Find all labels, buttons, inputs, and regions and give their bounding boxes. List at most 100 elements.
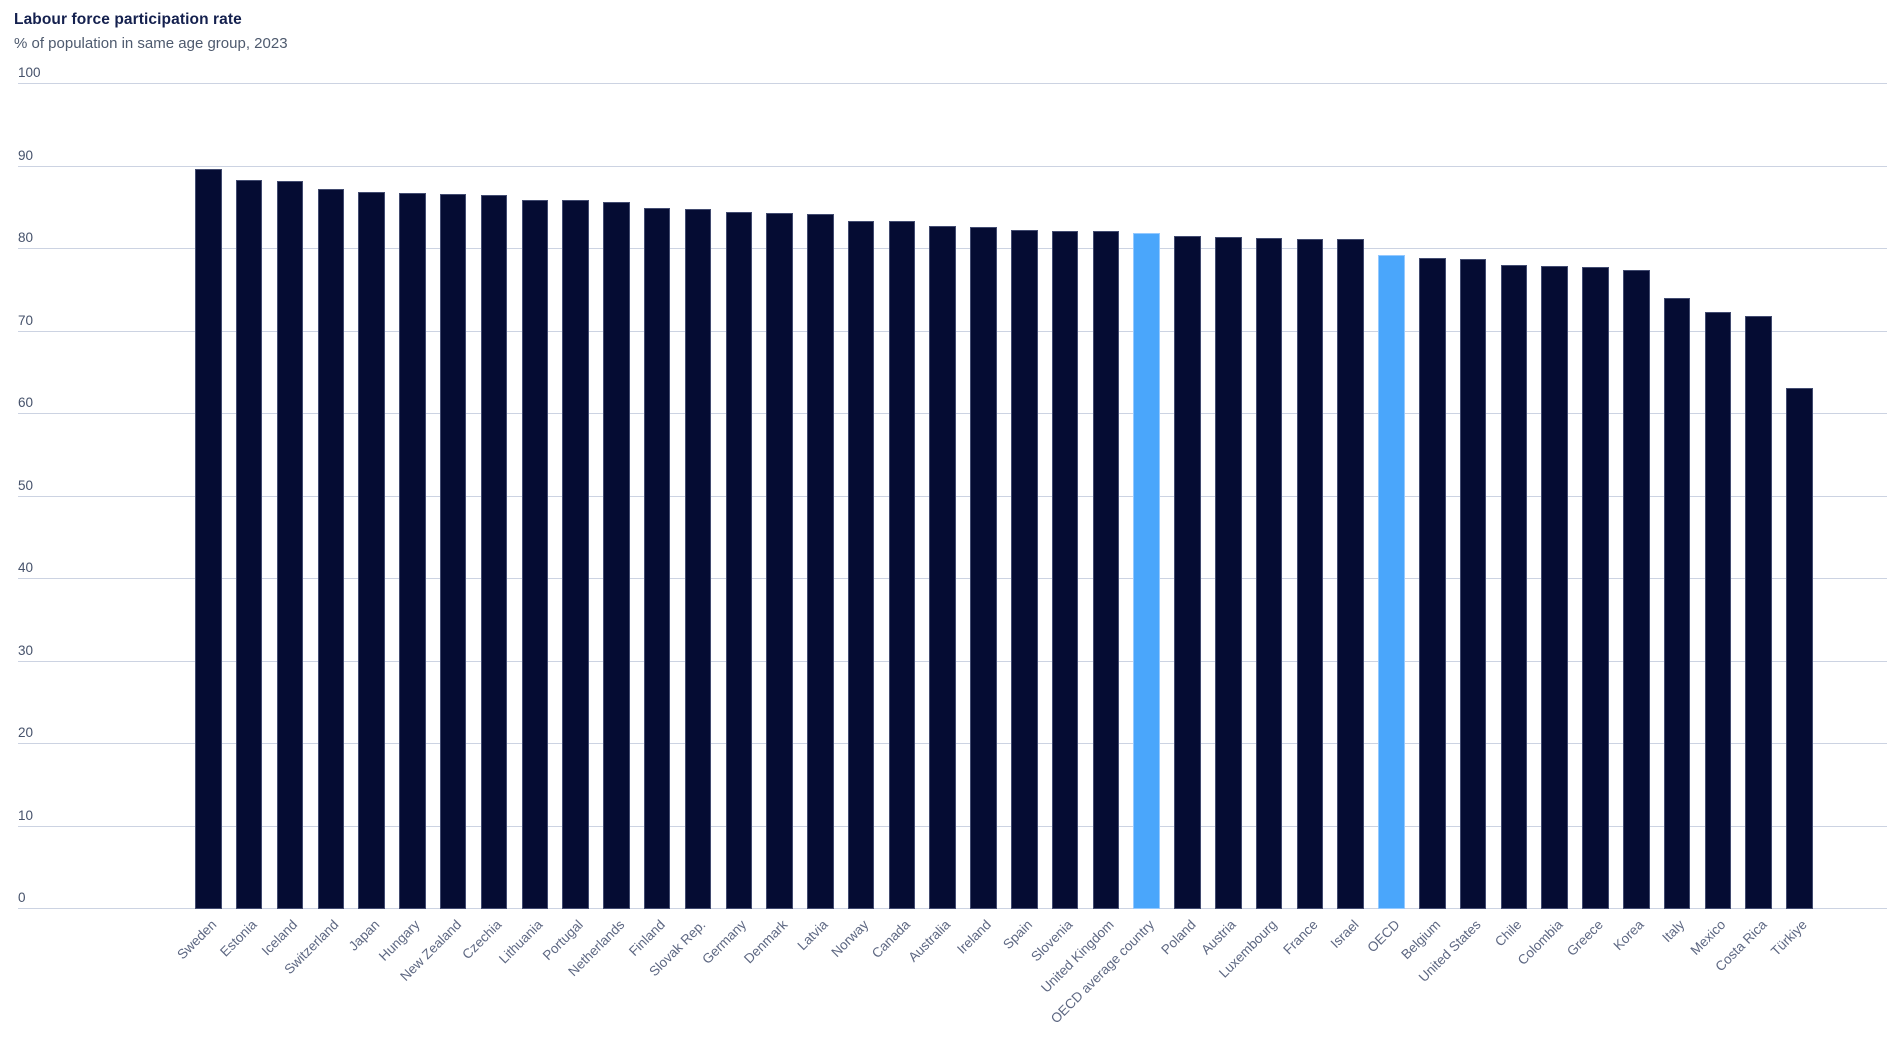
bar-slot-canada: [882, 83, 923, 909]
bar-germany[interactable]: [725, 211, 753, 909]
bar-slot-belgium: [1412, 83, 1453, 909]
bar-slot-netherlands: [596, 83, 637, 909]
x-axis-label-japan: Japan: [345, 917, 383, 954]
bar-iceland[interactable]: [276, 180, 304, 909]
bar-united-states[interactable]: [1459, 258, 1487, 909]
bar-colombia[interactable]: [1541, 266, 1568, 909]
bar-italy[interactable]: [1663, 297, 1691, 909]
bar-canada[interactable]: [888, 220, 916, 909]
bar-slovak-rep[interactable]: [684, 209, 712, 909]
bar-netherlands[interactable]: [603, 201, 630, 909]
y-tick-label-20: 20: [18, 725, 34, 740]
chart-subtitle: % of population in same age group, 2023: [14, 35, 288, 52]
x-axis-label-lithuania: Lithuania: [496, 917, 546, 967]
bar-slot-italy: [1657, 83, 1698, 909]
bar-greece[interactable]: [1582, 267, 1609, 909]
bar-hungary[interactable]: [399, 192, 426, 909]
bar-oecd-average-country[interactable]: [1133, 233, 1160, 909]
bar-australia[interactable]: [929, 225, 956, 909]
x-axis: Sweden Estonia Iceland Switzerland Japan Hung…: [174, 917, 1820, 1057]
bar-mexico[interactable]: [1704, 311, 1732, 909]
bar-costa-rica[interactable]: [1745, 315, 1772, 909]
bar-slot-ireland: [963, 83, 1004, 909]
bar-slot-mexico: [1697, 83, 1738, 909]
bar-united-kingdom[interactable]: [1092, 230, 1120, 909]
x-axis-label-france: France: [1280, 917, 1321, 958]
bar-israel[interactable]: [1337, 239, 1364, 909]
bar-france[interactable]: [1296, 239, 1324, 909]
bar-slot-united-kingdom: [1086, 83, 1127, 909]
x-axis-label-australia: Australia: [905, 917, 954, 965]
bar-ireland[interactable]: [970, 226, 997, 909]
bar-slovenia[interactable]: [1051, 230, 1079, 909]
bar-slot-greece: [1575, 83, 1616, 909]
bar-slot-norway: [841, 83, 882, 909]
bar-slot-t-rkiye: [1779, 83, 1820, 909]
bar-slot-austria: [1208, 83, 1249, 909]
y-tick-label-90: 90: [18, 147, 34, 163]
x-axis-label-israel: Israel: [1327, 917, 1362, 951]
x-axis-label-united-kingdom: United Kingdom: [1038, 917, 1117, 996]
bar-oecd[interactable]: [1378, 254, 1405, 909]
bar-slot-sweden: [188, 83, 229, 909]
plot-area: [188, 83, 1820, 909]
bar-slot-colombia: [1534, 83, 1575, 909]
y-tick-label-10: 10: [18, 807, 34, 823]
bar-korea[interactable]: [1623, 270, 1650, 909]
bar-t-rkiye[interactable]: [1786, 387, 1813, 909]
bar-slot-spain: [1004, 83, 1045, 909]
bar-slot-israel: [1330, 83, 1371, 909]
bar-slot-finland: [637, 83, 678, 909]
bar-switzerland[interactable]: [317, 188, 345, 909]
bar-latvia[interactable]: [807, 213, 834, 909]
y-tick-label-80: 80: [18, 230, 34, 245]
bar-slot-chile: [1494, 83, 1535, 909]
bar-slot-slovenia: [1045, 83, 1086, 909]
x-axis-label-italy: Italy: [1659, 917, 1688, 946]
bar-slot-hungary: [392, 83, 433, 909]
bar-poland[interactable]: [1174, 235, 1201, 909]
y-tick-label-60: 60: [18, 395, 34, 410]
x-axis-label-estonia: Estonia: [217, 917, 260, 960]
x-axis-label-greece: Greece: [1564, 917, 1607, 959]
bar-lithuania[interactable]: [521, 199, 549, 909]
bar-slot-costa-rica: [1738, 83, 1779, 909]
bar-slot-japan: [351, 83, 392, 909]
y-tick-label-40: 40: [18, 560, 34, 575]
bar-slot-iceland: [270, 83, 311, 909]
bar-finland[interactable]: [643, 207, 671, 909]
bar-norway[interactable]: [847, 220, 875, 909]
x-axis-label-germany: Germany: [699, 917, 750, 967]
bar-japan[interactable]: [358, 192, 385, 909]
gridline-90: [18, 165, 1887, 167]
bar-slot-portugal: [555, 83, 596, 909]
x-axis-label-korea: Korea: [1610, 917, 1647, 954]
bar-new-zealand[interactable]: [439, 193, 467, 909]
chart-title: Labour force participation rate: [14, 11, 242, 28]
x-axis-label-ireland: Ireland: [954, 917, 995, 957]
bar-estonia[interactable]: [235, 179, 263, 909]
x-axis-label-denmark: Denmark: [740, 917, 791, 967]
bar-denmark[interactable]: [766, 212, 793, 909]
x-axis-label-spain: Spain: [999, 917, 1035, 953]
bar-sweden[interactable]: [195, 168, 222, 909]
x-axis-label-chile: Chile: [1492, 917, 1525, 950]
bar-slot-luxembourg: [1249, 83, 1290, 909]
x-axis-label-t-rkiye: Türkiye: [1768, 917, 1811, 959]
bar-slot-switzerland: [310, 83, 351, 909]
bar-austria[interactable]: [1215, 237, 1242, 909]
bar-spain[interactable]: [1011, 230, 1038, 909]
y-tick-label-50: 50: [18, 477, 34, 493]
x-axis-label-oecd: OECD: [1364, 917, 1403, 956]
bar-belgium[interactable]: [1419, 258, 1446, 909]
y-tick-label-70: 70: [18, 312, 34, 328]
x-axis-label-sweden: Sweden: [173, 917, 219, 963]
bar-slot-lithuania: [514, 83, 555, 909]
bar-portugal[interactable]: [562, 200, 589, 909]
bar-chile[interactable]: [1500, 264, 1528, 909]
bar-slot-australia: [922, 83, 963, 909]
bar-slot-estonia: [229, 83, 270, 909]
bar-luxembourg[interactable]: [1255, 238, 1283, 909]
bar-czechia[interactable]: [480, 195, 508, 909]
bar-slot-new-zealand: [433, 83, 474, 909]
